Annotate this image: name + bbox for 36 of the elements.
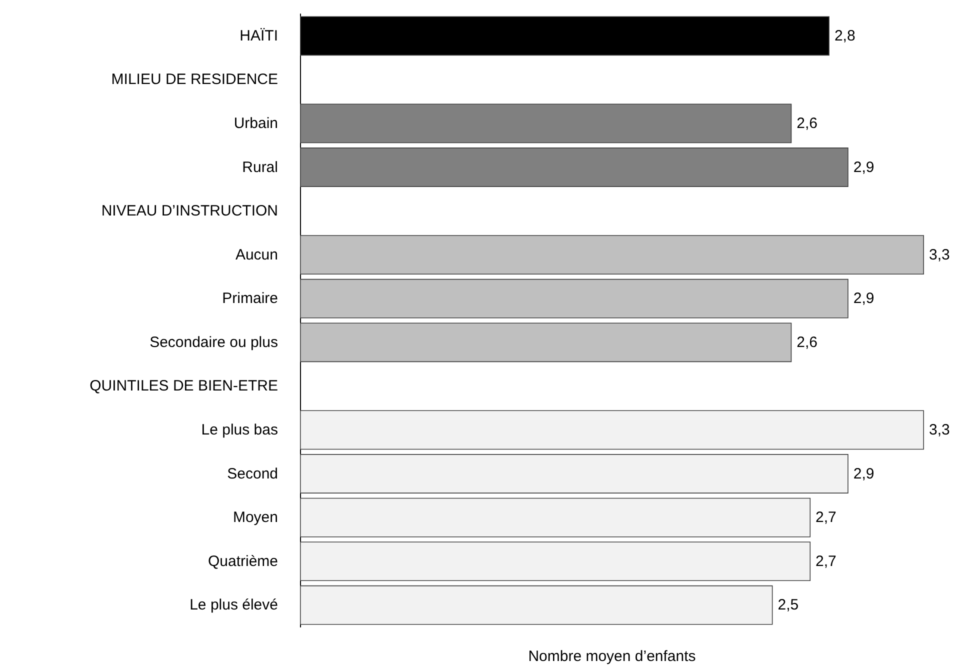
- data-label: 3,3: [929, 246, 950, 264]
- bar: [300, 235, 924, 275]
- bar: [300, 278, 848, 318]
- y-tick-label: QUINTILES DE BIEN-ETRE: [90, 378, 278, 395]
- x-axis-title: Nombre moyen d’enfants: [528, 648, 696, 665]
- bar: [300, 322, 792, 362]
- y-tick-label: Le plus élevé: [190, 596, 278, 614]
- data-label: 2,6: [796, 114, 818, 132]
- y-tick-label: Second: [227, 465, 278, 482]
- bar: [300, 104, 792, 144]
- bar: [300, 542, 811, 582]
- y-tick-label: Moyen: [232, 509, 278, 526]
- bar: [300, 585, 773, 625]
- data-label: 3,3: [929, 421, 950, 438]
- y-tick-label: MILIEU DE RESIDENCE: [111, 71, 278, 88]
- bar: [300, 410, 924, 450]
- y-tick-label: Quatrième: [208, 552, 278, 570]
- y-tick-label: HAÏTI: [240, 27, 278, 44]
- y-tick-label: Aucun: [235, 246, 278, 264]
- y-tick-label: Primaire: [222, 290, 278, 308]
- bar: [300, 148, 848, 187]
- bar: [300, 498, 811, 538]
- data-label: 2,8: [834, 27, 856, 44]
- data-label: 2,7: [816, 552, 836, 570]
- data-label: 2,7: [816, 509, 836, 526]
- data-label: 2,9: [853, 290, 874, 308]
- data-label: 2,9: [853, 465, 874, 482]
- data-label: 2,9: [853, 158, 874, 176]
- bar: [300, 454, 848, 494]
- data-label: 2,6: [796, 334, 818, 351]
- y-tick-label: Le plus bas: [201, 421, 278, 438]
- data-label: 2,5: [778, 596, 799, 614]
- y-tick-label: Rural: [242, 158, 278, 176]
- y-tick-label: Urbain: [234, 114, 278, 132]
- y-tick-label: NIVEAU D’INSTRUCTION: [101, 202, 278, 220]
- y-tick-label: Secondaire ou plus: [150, 334, 278, 351]
